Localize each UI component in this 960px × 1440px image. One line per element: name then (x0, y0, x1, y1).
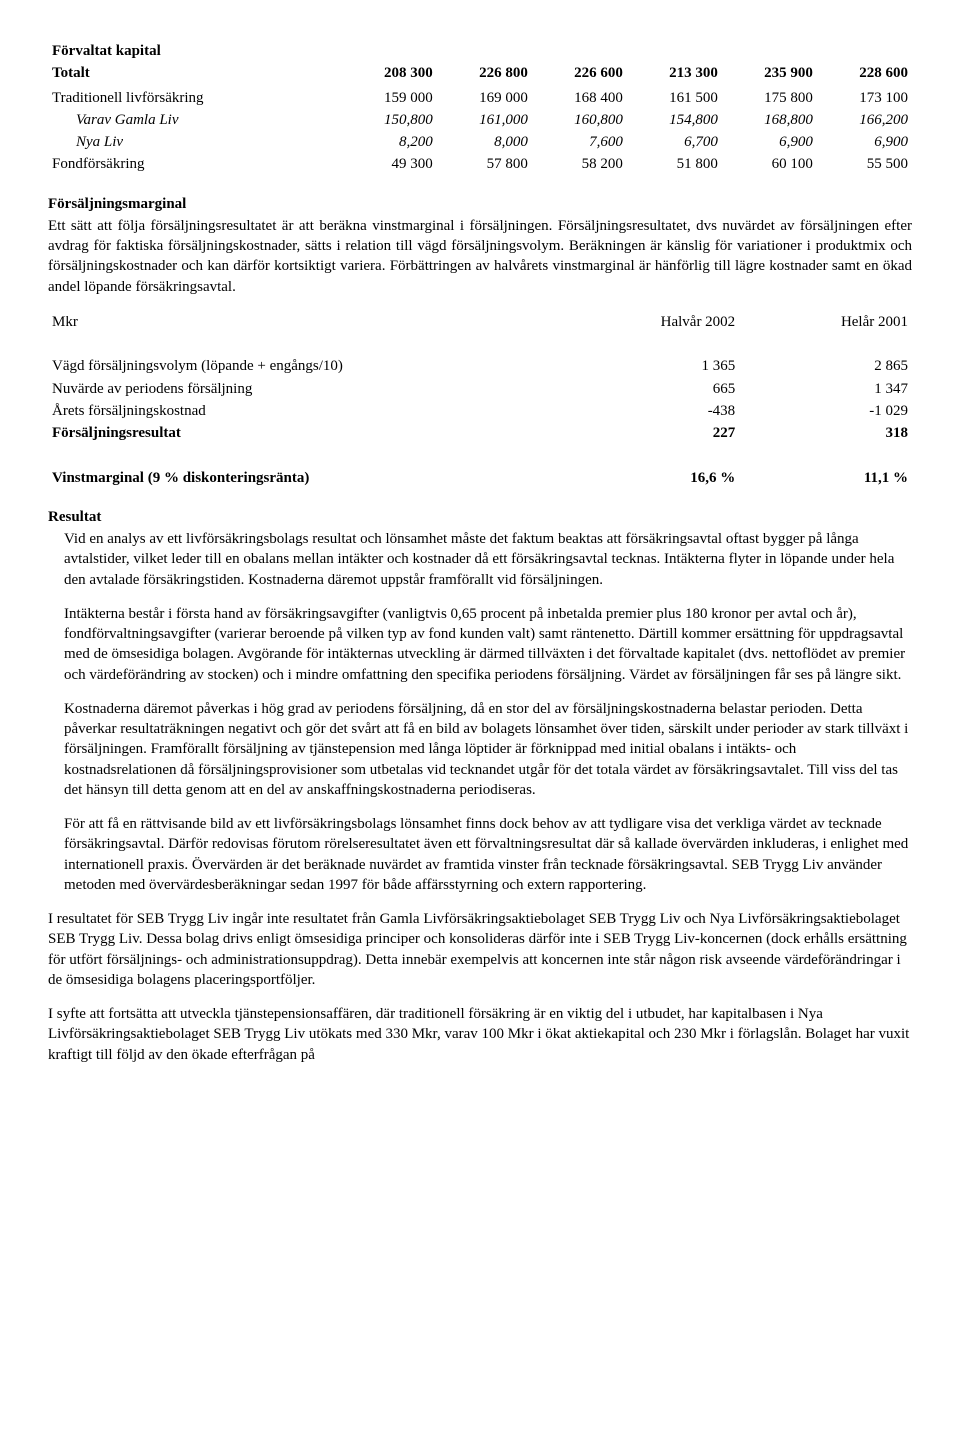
table-row-label: Nya Liv (48, 131, 342, 153)
table-cell: -1 029 (739, 400, 912, 422)
table-cell: 161 500 (627, 87, 722, 109)
table-cell: 160,800 (532, 109, 627, 131)
managed-capital-table: Förvaltat kapitalTotalt208 300226 800226… (48, 40, 912, 176)
result-paragraph: För att få en rättvisande bild av ett li… (64, 814, 912, 895)
table-cell: 60 100 (722, 153, 817, 175)
table-cell: 227 (566, 422, 739, 444)
table-cell: 159 000 (342, 87, 437, 109)
table-cell: 665 (566, 378, 739, 400)
table-cell: 235 900 (722, 62, 817, 84)
table-cell: 226 800 (437, 62, 532, 84)
table-cell: 318 (739, 422, 912, 444)
table-cell: 58 200 (532, 153, 627, 175)
table-cell: 175 800 (722, 87, 817, 109)
table-cell (532, 40, 627, 62)
table-row-label: Totalt (48, 62, 342, 84)
table-cell: 208 300 (342, 62, 437, 84)
table-row-label: Vägd försäljningsvolym (löpande + engång… (48, 355, 566, 377)
table-footer-label: Vinstmarginal (9 % diskonteringsränta) (48, 467, 566, 489)
table-cell: 213 300 (627, 62, 722, 84)
table-cell: 6,700 (627, 131, 722, 153)
result-paragraph: Kostnaderna däremot påverkas i hög grad … (64, 699, 912, 800)
table-cell (627, 40, 722, 62)
table-cell: 2 865 (739, 355, 912, 377)
sales-margin-paragraph: Ett sätt att följa försäljningsresultate… (48, 216, 912, 297)
table-cell: 7,600 (532, 131, 627, 153)
table-cell: 1 365 (566, 355, 739, 377)
table-row-label: Försäljningsresultat (48, 422, 566, 444)
table-cell: 166,200 (817, 109, 912, 131)
table-header-cell: Halvår 2002 (566, 311, 739, 333)
table-cell: 1 347 (739, 378, 912, 400)
table-header-cell: Helår 2001 (739, 311, 912, 333)
sales-margin-heading: Försäljningsmarginal (48, 194, 912, 214)
table-header-cell: Mkr (48, 311, 566, 333)
table-cell (722, 40, 817, 62)
table-cell: 55 500 (817, 153, 912, 175)
result-paragraph: Vid en analys av ett livförsäkringsbolag… (64, 529, 912, 590)
table-cell: 57 800 (437, 153, 532, 175)
table-cell: 6,900 (722, 131, 817, 153)
table-cell: 11,1 % (739, 467, 912, 489)
table-cell: 150,800 (342, 109, 437, 131)
table-cell: -438 (566, 400, 739, 422)
table-cell: 6,900 (817, 131, 912, 153)
table-cell: 169 000 (437, 87, 532, 109)
table-row-label: Förvaltat kapital (48, 40, 342, 62)
table-row-label: Varav Gamla Liv (48, 109, 342, 131)
table-cell: 49 300 (342, 153, 437, 175)
result-paragraph: Intäkterna består i första hand av försä… (64, 604, 912, 685)
table-cell: 51 800 (627, 153, 722, 175)
table-row-label: Årets försäljningskostnad (48, 400, 566, 422)
table-cell: 8,200 (342, 131, 437, 153)
table-cell: 154,800 (627, 109, 722, 131)
table-row-label: Fondförsäkring (48, 153, 342, 175)
table-cell: 161,000 (437, 109, 532, 131)
table-cell: 16,6 % (566, 467, 739, 489)
table-cell: 226 600 (532, 62, 627, 84)
table-cell: 168 400 (532, 87, 627, 109)
table-row-label: Nuvärde av periodens försäljning (48, 378, 566, 400)
table-cell: 168,800 (722, 109, 817, 131)
result-heading: Resultat (48, 507, 912, 527)
outer-paragraph-1: I resultatet för SEB Trygg Liv ingår int… (48, 909, 912, 990)
table-cell: 8,000 (437, 131, 532, 153)
sales-margin-table: MkrHalvår 2002Helår 2001 Vägd försäljnin… (48, 311, 912, 489)
outer-paragraph-2: I syfte att fortsätta att utveckla tjäns… (48, 1004, 912, 1065)
table-cell (817, 40, 912, 62)
table-cell: 228 600 (817, 62, 912, 84)
table-cell (342, 40, 437, 62)
table-cell: 173 100 (817, 87, 912, 109)
table-cell (437, 40, 532, 62)
table-row-label: Traditionell livförsäkring (48, 87, 342, 109)
